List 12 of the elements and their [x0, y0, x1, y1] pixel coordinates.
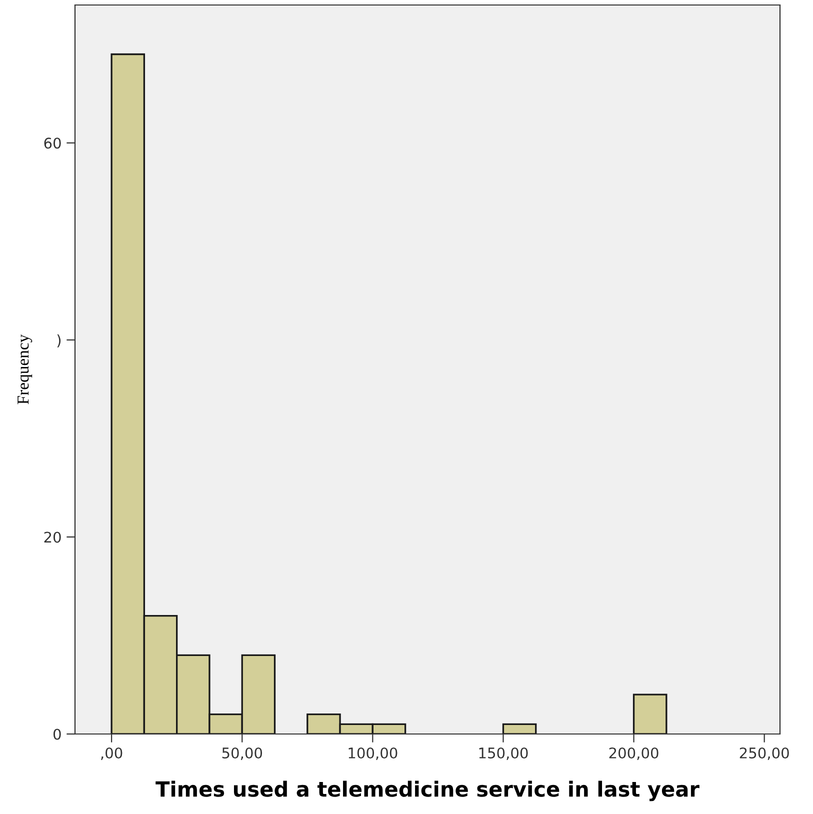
x-tick-label: ,00: [101, 747, 122, 760]
x-tick-label: 200,00: [609, 747, 658, 760]
y-tick-label: 20: [44, 532, 61, 543]
y-tick-label: 0: [53, 728, 61, 740]
y-tick-label: ): [57, 334, 61, 348]
x-axis-title: Times used a telemedicine service in last year: [156, 780, 700, 802]
x-tick-label: 50,00: [222, 747, 262, 760]
y-axis-title: Frequency: [18, 334, 32, 404]
x-tick-label: 150,00: [479, 747, 528, 760]
x-tick-label: 100,00: [348, 747, 398, 760]
y-tick-label: 60: [44, 138, 61, 149]
x-tick-label: 250,00: [740, 747, 789, 760]
